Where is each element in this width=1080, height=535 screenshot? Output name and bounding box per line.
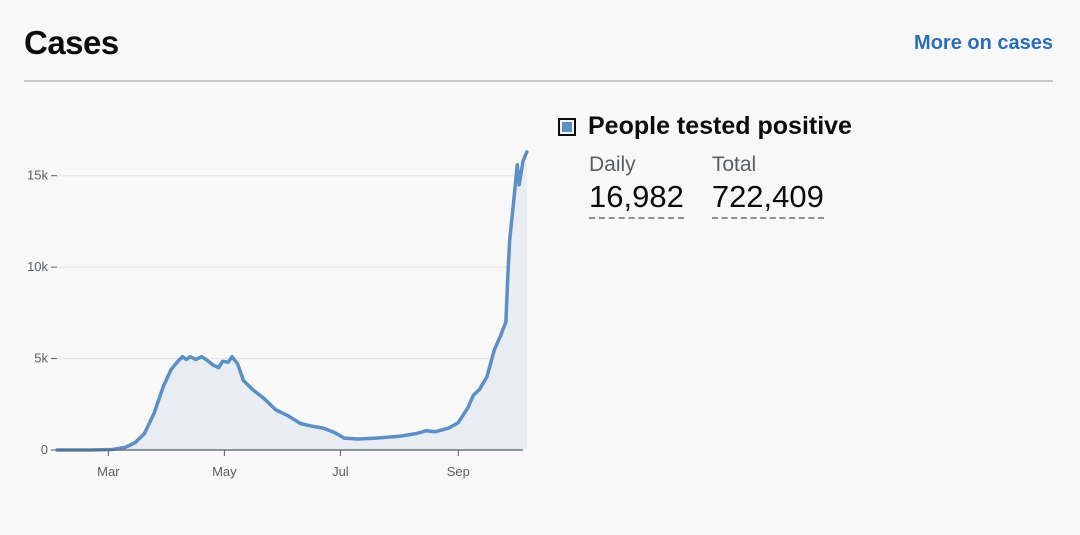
cases-chart: 0 5k 10k 15k Mar May Jul Sep xyxy=(27,150,529,479)
section-header: Cases More on cases xyxy=(24,22,1053,82)
headline-stats: Daily 16,982 Total 722,409 xyxy=(589,153,852,219)
total-stat: Total 722,409 xyxy=(711,153,824,219)
series-line xyxy=(55,150,529,452)
y-tick-label: 15k xyxy=(27,168,48,183)
x-tick-label: Mar xyxy=(97,464,120,479)
legend-series-name: People tested positive xyxy=(588,112,852,140)
page-title: Cases xyxy=(24,24,119,61)
y-tick-label: 0 xyxy=(41,442,48,457)
daily-stat: Daily 16,982 xyxy=(589,153,684,219)
daily-label: Daily xyxy=(589,153,636,176)
series-area xyxy=(57,151,527,450)
more-on-cases-link[interactable]: More on cases xyxy=(914,32,1053,54)
chart-grid xyxy=(57,175,523,360)
daily-value[interactable]: 16,982 xyxy=(589,179,684,219)
total-label: Total xyxy=(711,153,757,176)
legend-swatch xyxy=(558,117,576,136)
x-tick-label: Sep xyxy=(447,464,470,479)
y-tick-label: 5k xyxy=(34,351,48,366)
y-tick-label: 10k xyxy=(27,259,48,274)
x-tick-label: Jul xyxy=(332,464,349,479)
x-tick-label: May xyxy=(212,464,237,479)
chart-axes: 0 5k 10k 15k Mar May Jul Sep xyxy=(27,168,523,479)
legend: People tested positive Daily 16,982 Tota… xyxy=(558,112,852,219)
total-value[interactable]: 722,409 xyxy=(711,179,824,219)
